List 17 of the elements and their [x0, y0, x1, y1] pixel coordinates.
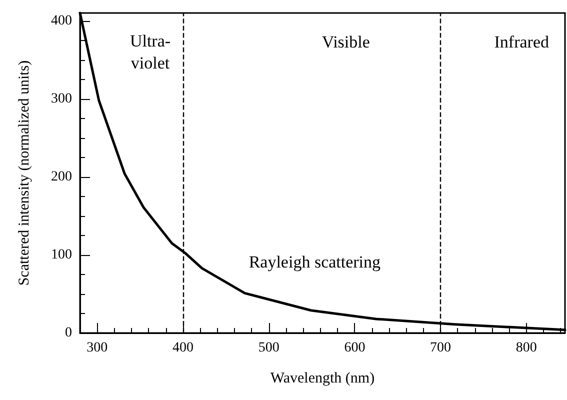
y-tick-label: 400 [51, 13, 72, 28]
annotation: Rayleigh scattering [248, 252, 382, 272]
x-tick-label: 300 [86, 340, 108, 356]
y-tick-label: 0 [65, 326, 72, 340]
annotation: Visible [322, 32, 370, 52]
annotation: Infrared [494, 32, 550, 52]
annotation: Ultra- violet [130, 32, 171, 72]
x-tick-label: 500 [258, 340, 280, 356]
x-axis-title: Wavelength (nm) [270, 370, 375, 386]
x-tick-label: 600 [344, 340, 366, 356]
y-tick-label: 300 [51, 91, 72, 106]
x-tick-label: 800 [516, 340, 537, 356]
y-tick-label: 100 [51, 247, 72, 262]
x-tick-label: 700 [430, 340, 452, 356]
y-axis-title: Scattered intensity (normalized units) [16, 60, 32, 286]
y-tick-label: 200 [51, 169, 72, 184]
x-tick-label: 400 [172, 340, 194, 356]
